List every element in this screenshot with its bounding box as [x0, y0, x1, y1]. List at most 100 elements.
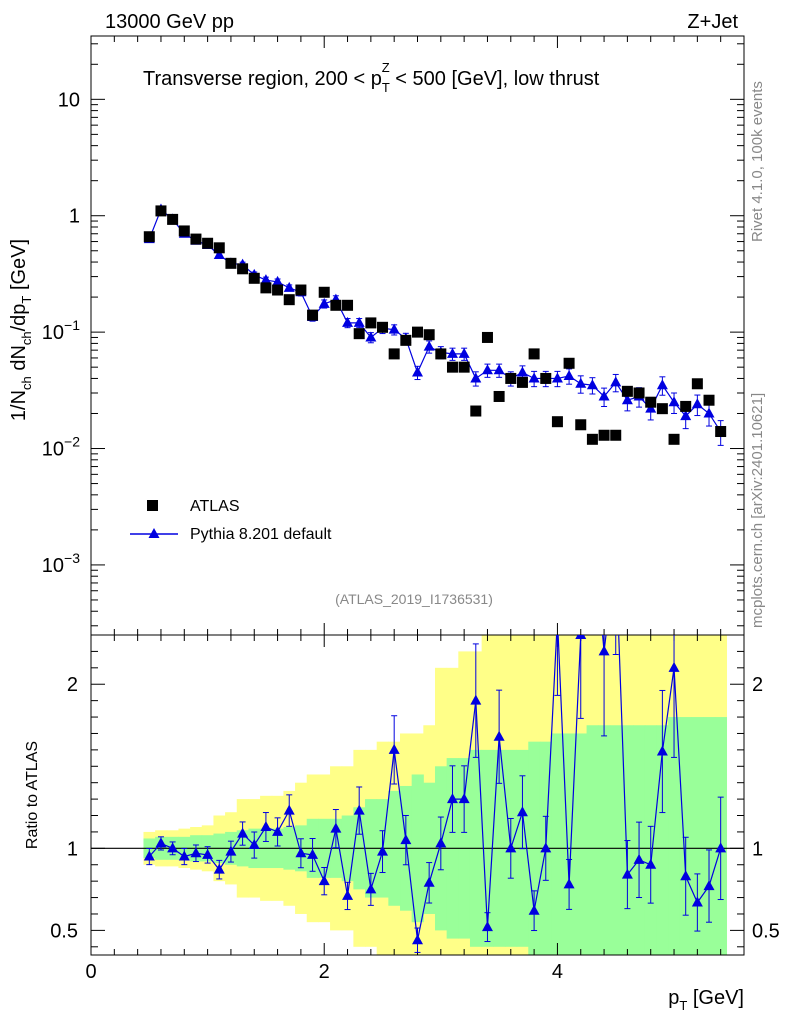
mc-point — [353, 316, 365, 327]
ratio-point — [446, 793, 458, 804]
ratio-point — [656, 745, 668, 756]
mc-point — [586, 379, 598, 390]
atlas-point — [342, 299, 354, 311]
ratio-point — [283, 804, 295, 815]
ratio-point — [365, 883, 377, 894]
y-tick-label: 10−2 — [42, 434, 80, 461]
legend-pythia-marker — [148, 528, 160, 538]
ratio-point — [563, 878, 575, 889]
ratio-point — [505, 842, 517, 853]
mc-point — [610, 376, 622, 387]
mc-point — [703, 407, 715, 418]
atlas-point — [435, 348, 447, 360]
ratio-point — [295, 847, 307, 858]
atlas-point — [703, 394, 715, 406]
plot-title: Transverse region, 200 < pTZ < 500 [GeV]… — [143, 60, 600, 95]
atlas-point — [621, 385, 633, 397]
ratio-point — [668, 661, 680, 672]
atlas-point — [318, 286, 330, 298]
y-tick-label: 1 — [69, 206, 80, 228]
atlas-point — [540, 372, 552, 384]
ratio-point — [167, 842, 179, 853]
mc-point — [470, 372, 482, 383]
mc-point — [446, 347, 458, 358]
mc-point — [680, 410, 692, 421]
ratio-point — [552, 613, 563, 623]
ratio-y-tick-label-left: 1 — [67, 838, 78, 860]
legend-atlas-marker — [147, 500, 158, 511]
atlas-point — [237, 263, 249, 275]
mc-point — [551, 372, 563, 383]
y-tick-label: 10 — [58, 89, 80, 111]
y-tick-label: 10−1 — [42, 317, 80, 344]
atlas-point — [272, 284, 284, 296]
mc-point — [423, 340, 435, 351]
ratio-point — [621, 868, 633, 879]
atlas-point — [645, 396, 657, 408]
ratio-y-tick-label-right: 1 — [752, 838, 763, 860]
ratio-band-green — [551, 733, 564, 955]
ratio-point — [342, 889, 354, 900]
ratio-point — [190, 847, 202, 858]
atlas-point — [353, 328, 365, 340]
ratio-point — [645, 858, 657, 869]
ratio-band-green — [598, 725, 611, 955]
atlas-point — [400, 334, 412, 346]
header-right: Z+Jet — [687, 11, 738, 33]
mc-point — [528, 372, 540, 383]
ratio-band-green — [586, 725, 599, 955]
ratio-point — [143, 850, 155, 861]
ratio-y-axis-label: Ratio to ATLAS — [24, 741, 41, 849]
atlas-point — [668, 433, 680, 445]
y-axis-label: 1/Nch dNch/dpT [GeV] — [8, 239, 34, 421]
atlas-point — [248, 272, 260, 284]
ratio-point — [691, 896, 703, 907]
atlas-point — [516, 376, 528, 388]
mc-point — [656, 379, 668, 390]
ratio-point — [400, 834, 412, 845]
atlas-point — [505, 372, 517, 384]
mc-point — [691, 398, 703, 409]
atlas-point — [691, 378, 703, 390]
x-tick-label: 0 — [85, 961, 96, 983]
mc-point — [481, 364, 493, 375]
mc-point — [283, 281, 295, 292]
mc-point — [575, 377, 587, 388]
ratio-point — [307, 848, 319, 859]
mc-point — [272, 275, 284, 286]
atlas-point — [202, 237, 214, 249]
atlas-point — [377, 321, 389, 333]
ratio-point — [575, 635, 587, 639]
ratio-point — [248, 839, 260, 850]
ratio-point — [633, 853, 645, 864]
atlas-point — [481, 331, 493, 343]
ratio-y-tick-label-right: 0.5 — [752, 920, 780, 942]
ratio-point — [587, 514, 598, 524]
mc-point — [621, 394, 633, 405]
atlas-point — [412, 326, 423, 338]
ratio-point — [260, 821, 272, 831]
ratio-bands — [143, 635, 728, 955]
ratio-point — [715, 842, 727, 853]
atlas-point — [715, 426, 727, 438]
atlas-point — [493, 390, 505, 402]
ratio-point — [703, 880, 715, 891]
chart-marks — [143, 203, 727, 953]
ratio-band-green — [574, 733, 588, 955]
atlas-point — [330, 299, 342, 311]
y-tick-label: 10−3 — [42, 550, 80, 577]
mc-point — [598, 390, 610, 401]
ratio-point — [272, 825, 284, 836]
x-tick-label: 4 — [552, 961, 563, 983]
mc-point — [213, 248, 225, 259]
ratio-point — [377, 845, 389, 856]
ratio-band-green — [668, 717, 681, 955]
atlas-point — [656, 403, 668, 415]
ratio-point — [330, 822, 342, 833]
ratio-point — [598, 645, 610, 656]
mc-point — [318, 297, 330, 308]
atlas-point — [307, 309, 319, 321]
ratio-point — [481, 921, 493, 932]
mc-point — [563, 369, 575, 380]
